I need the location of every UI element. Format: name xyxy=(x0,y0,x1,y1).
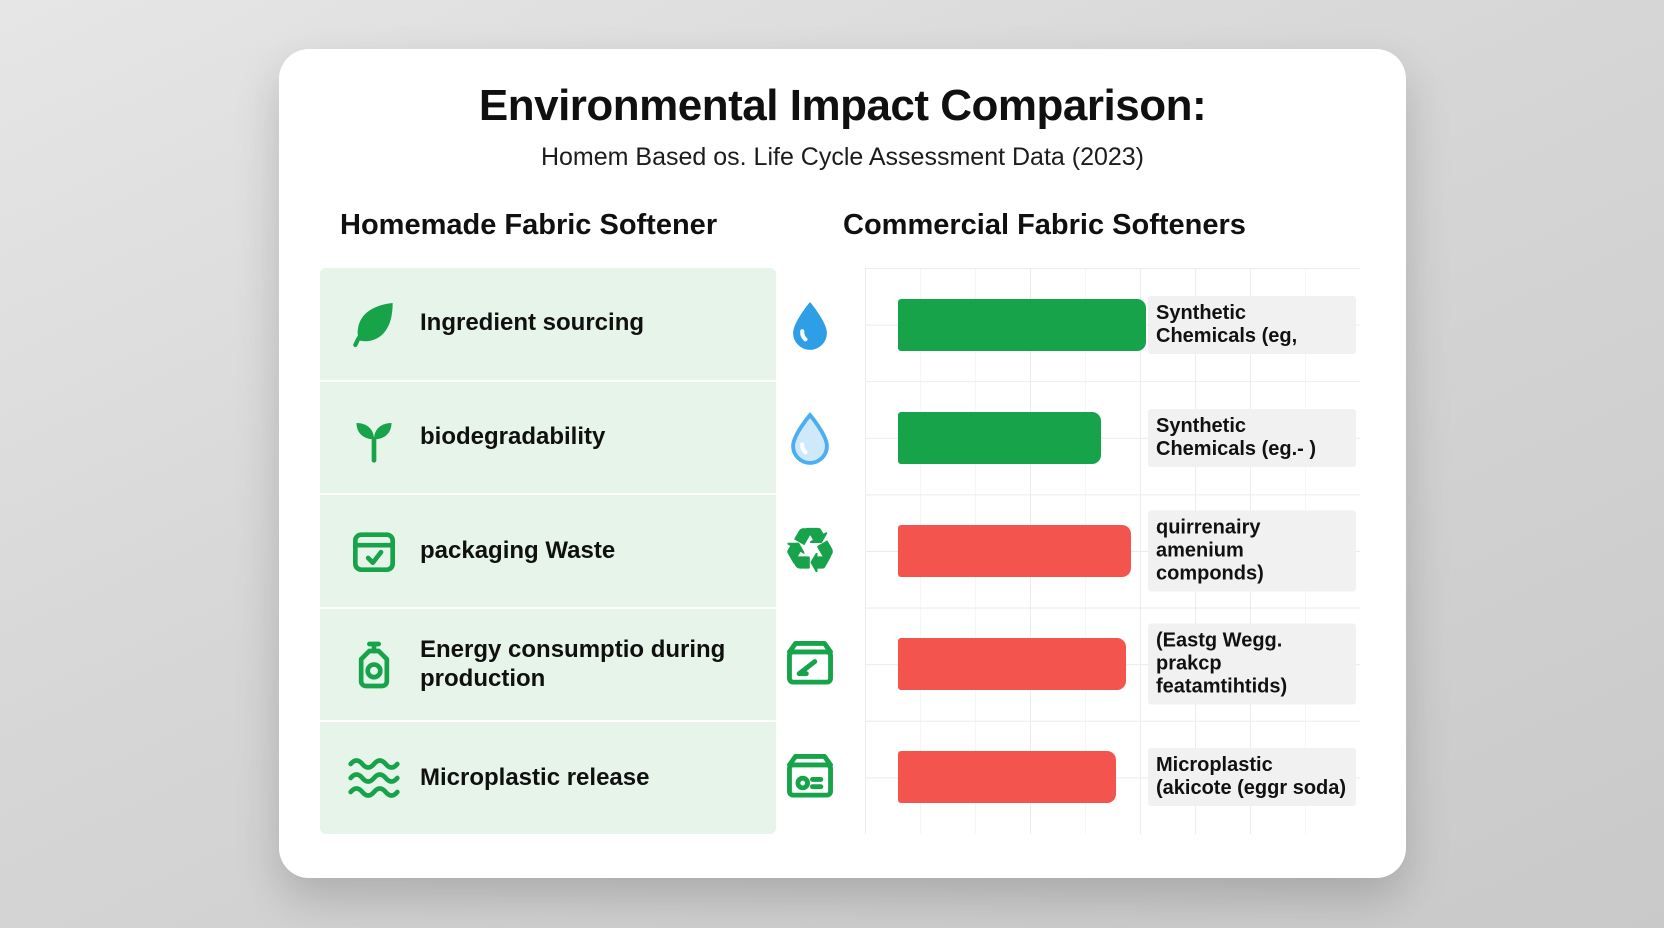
impact-label: Synthetic Chemicals (eg.- ) xyxy=(1148,408,1356,467)
homemade-row-label: packaging Waste xyxy=(420,536,616,564)
leaf-icon xyxy=(346,296,402,352)
homemade-row-microplastic-release: Microplastic release xyxy=(320,722,776,834)
impact-bar xyxy=(898,411,1101,464)
commercial-impact-chart: Synthetic Chemicals (eg, Synthetic Chemi… xyxy=(865,268,1360,834)
homemade-panel: Ingredient sourcing biodegradability xyxy=(320,268,776,834)
package-icon xyxy=(777,608,843,721)
waves-icon xyxy=(346,750,402,806)
homemade-row-biodegradability: biodegradability xyxy=(320,382,776,496)
impact-label: Microplastic (akicote (eggr soda) xyxy=(1148,748,1356,807)
impact-label: Synthetic Chemicals (eg, xyxy=(1148,295,1356,354)
sprout-icon xyxy=(346,409,402,465)
commercial-icons-column: ♻ xyxy=(777,268,843,834)
homemade-row-label: Microplastic release xyxy=(420,763,650,791)
package-box-icon xyxy=(777,721,843,834)
homemade-row-energy-consumption: Energy consumptio during production xyxy=(320,609,776,723)
impact-bar xyxy=(898,751,1116,804)
water-drop-icon xyxy=(777,268,843,381)
homemade-row-ingredient-sourcing: Ingredient sourcing xyxy=(320,268,776,382)
impact-label: quirrenairy amenium componds) xyxy=(1148,510,1356,592)
chart-row-energy-consumption: (Eastg Wegg. prakcp featamtihtids) xyxy=(865,608,1360,721)
page-subtitle: Homem Based os. Life Cycle Assessment Da… xyxy=(540,143,1145,171)
column-header-homemade: Homemade Fabric Softener xyxy=(340,209,718,241)
comparison-card: Environmental Impact Comparison: Homem B… xyxy=(279,49,1406,878)
impact-bar xyxy=(898,298,1146,351)
impact-bar xyxy=(898,525,1131,577)
package-check-icon xyxy=(346,523,402,579)
chart-row-ingredient-sourcing: Synthetic Chemicals (eg, xyxy=(865,268,1360,381)
homemade-row-label: Energy consumptio during production xyxy=(420,635,726,692)
page-title: Environmental Impact Comparison: xyxy=(478,81,1207,130)
homemade-row-label: Ingredient sourcing xyxy=(420,309,645,337)
impact-label: (Eastg Wegg. prakcp featamtihtids) xyxy=(1148,623,1356,705)
homemade-row-packaging-waste: packaging Waste xyxy=(320,495,776,609)
chart-row-biodegradability: Synthetic Chemicals (eg.- ) xyxy=(865,381,1360,494)
detergent-bottle-icon xyxy=(346,637,402,693)
chart-row-packaging-waste: quirrenairy amenium componds) xyxy=(865,494,1360,607)
recycle-icon: ♻ xyxy=(783,517,837,584)
impact-bar xyxy=(898,638,1126,691)
chart-row-microplastic-release: Microplastic (akicote (eggr soda) xyxy=(865,721,1360,834)
water-drop-outline-icon xyxy=(777,381,843,494)
homemade-row-label: biodegradability xyxy=(420,422,606,450)
column-header-commercial: Commercial Fabric Softeners xyxy=(843,209,1246,241)
